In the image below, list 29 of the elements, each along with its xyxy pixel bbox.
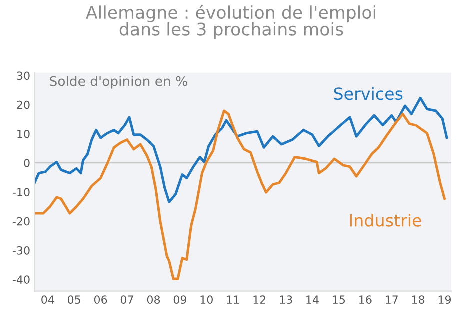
x-tick-label: 11 [227,296,240,304]
y-tick-label: 20 [17,100,30,110]
series-label: Services [334,87,403,100]
x-tick-label: 06 [94,296,108,304]
series-label: Industrie [350,214,422,227]
line-series [34,110,446,280]
x-tick-label: 15 [333,296,346,304]
y-axis-title: Solde d'opinion en % [50,76,188,89]
y-tick-label: -30 [12,246,30,255]
y-tick-label: 30 [17,72,30,80]
x-tick-label: 13 [280,296,292,304]
chart-title: Allemagne : évolution de l'emploi dans les 3 prochains mois [86,4,376,40]
x-tick-label: 17 [386,296,398,304]
x-tick-label: 10 [200,296,213,304]
x-tick-label: 04 [42,296,54,304]
y-tick-label: -40 [12,276,30,284]
y-tick-label: 0 [24,159,30,168]
x-tick-label: 09 [174,296,186,304]
x-tick-label: 12 [254,296,266,304]
y-tick-label: -20 [12,217,30,226]
x-tick-label: 14 [306,296,319,304]
x-tick-label: 07 [120,296,134,304]
x-tick-label: 05 [68,296,80,304]
x-tick-label: 19 [438,296,452,304]
x-tick-label: 08 [147,296,160,304]
y-tick-label: 10 [18,130,30,138]
y-tick-label: -10 [12,188,30,197]
x-tick-label: 18 [412,296,425,304]
x-tick-label: 16 [360,296,372,304]
